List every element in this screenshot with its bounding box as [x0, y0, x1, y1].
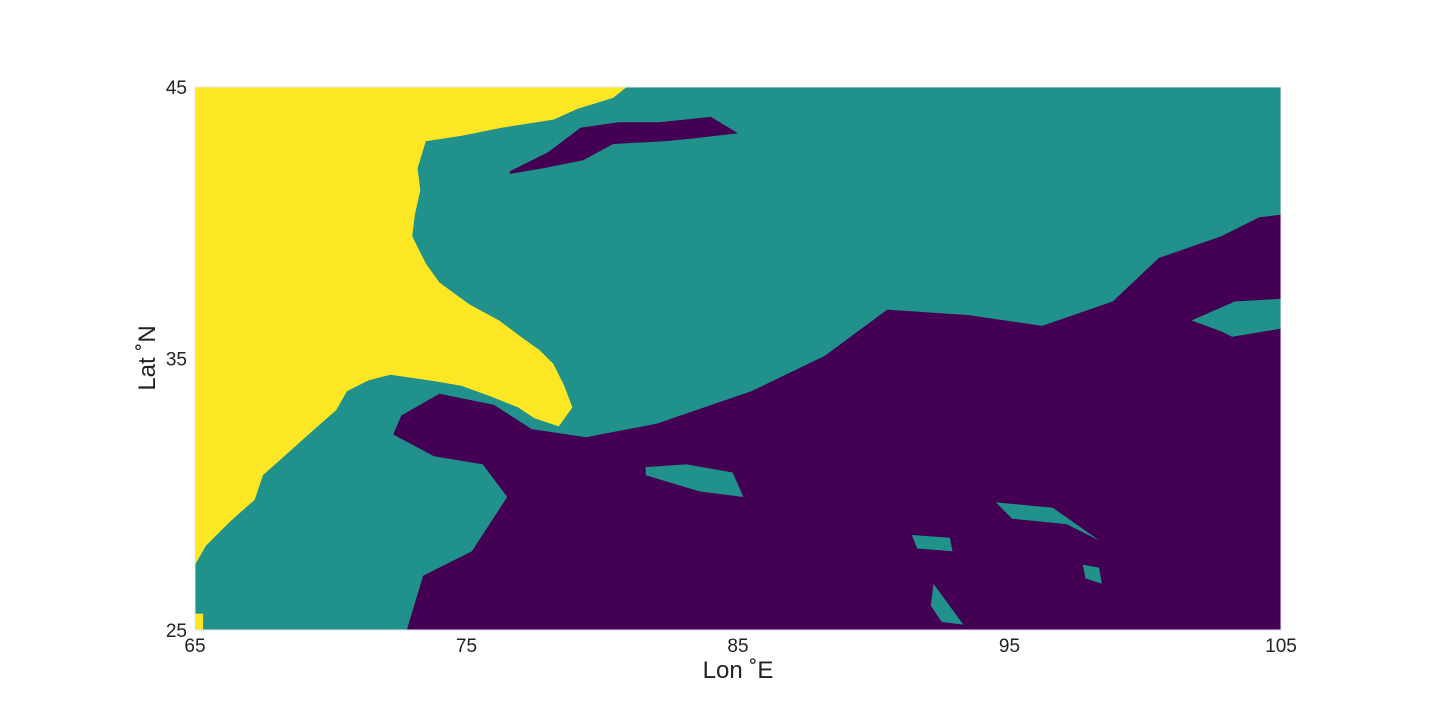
x-tick-labels: 65 75 85 95 105	[184, 636, 1296, 657]
map-region-class-1-6	[1191, 298, 1281, 337]
map-region-class-0-2	[509, 116, 738, 174]
y-tick-label: 35	[166, 350, 187, 371]
map-region-class-1-4	[911, 535, 953, 552]
x-axis-label: Lon ˚E	[703, 657, 774, 684]
y-tick-labels: 25 35 45	[166, 78, 187, 642]
map-region-class-2-2	[195, 613, 204, 630]
y-tick-label: 25	[166, 621, 187, 642]
x-tick-label: 85	[727, 636, 748, 657]
x-tick-label: 65	[184, 636, 205, 657]
map-region-layer	[195, 87, 1281, 630]
map-region-class-2-1	[195, 87, 627, 565]
map-region-class-1-1	[645, 464, 744, 497]
plot-frame	[194, 86, 1282, 631]
map-region-class-0-1	[393, 214, 1281, 630]
map-region-class-1-5	[930, 583, 964, 625]
x-tick-label: 105	[1265, 636, 1297, 657]
map-region-class-1-3	[1082, 564, 1102, 584]
x-tick-label: 95	[999, 636, 1020, 657]
y-tick-label: 45	[166, 78, 187, 99]
map-region-class-1-2	[995, 502, 1100, 541]
y-axis-label: Lat ˚N	[134, 325, 161, 390]
map-plot-area	[194, 86, 1282, 631]
x-tick-label: 75	[456, 636, 477, 657]
